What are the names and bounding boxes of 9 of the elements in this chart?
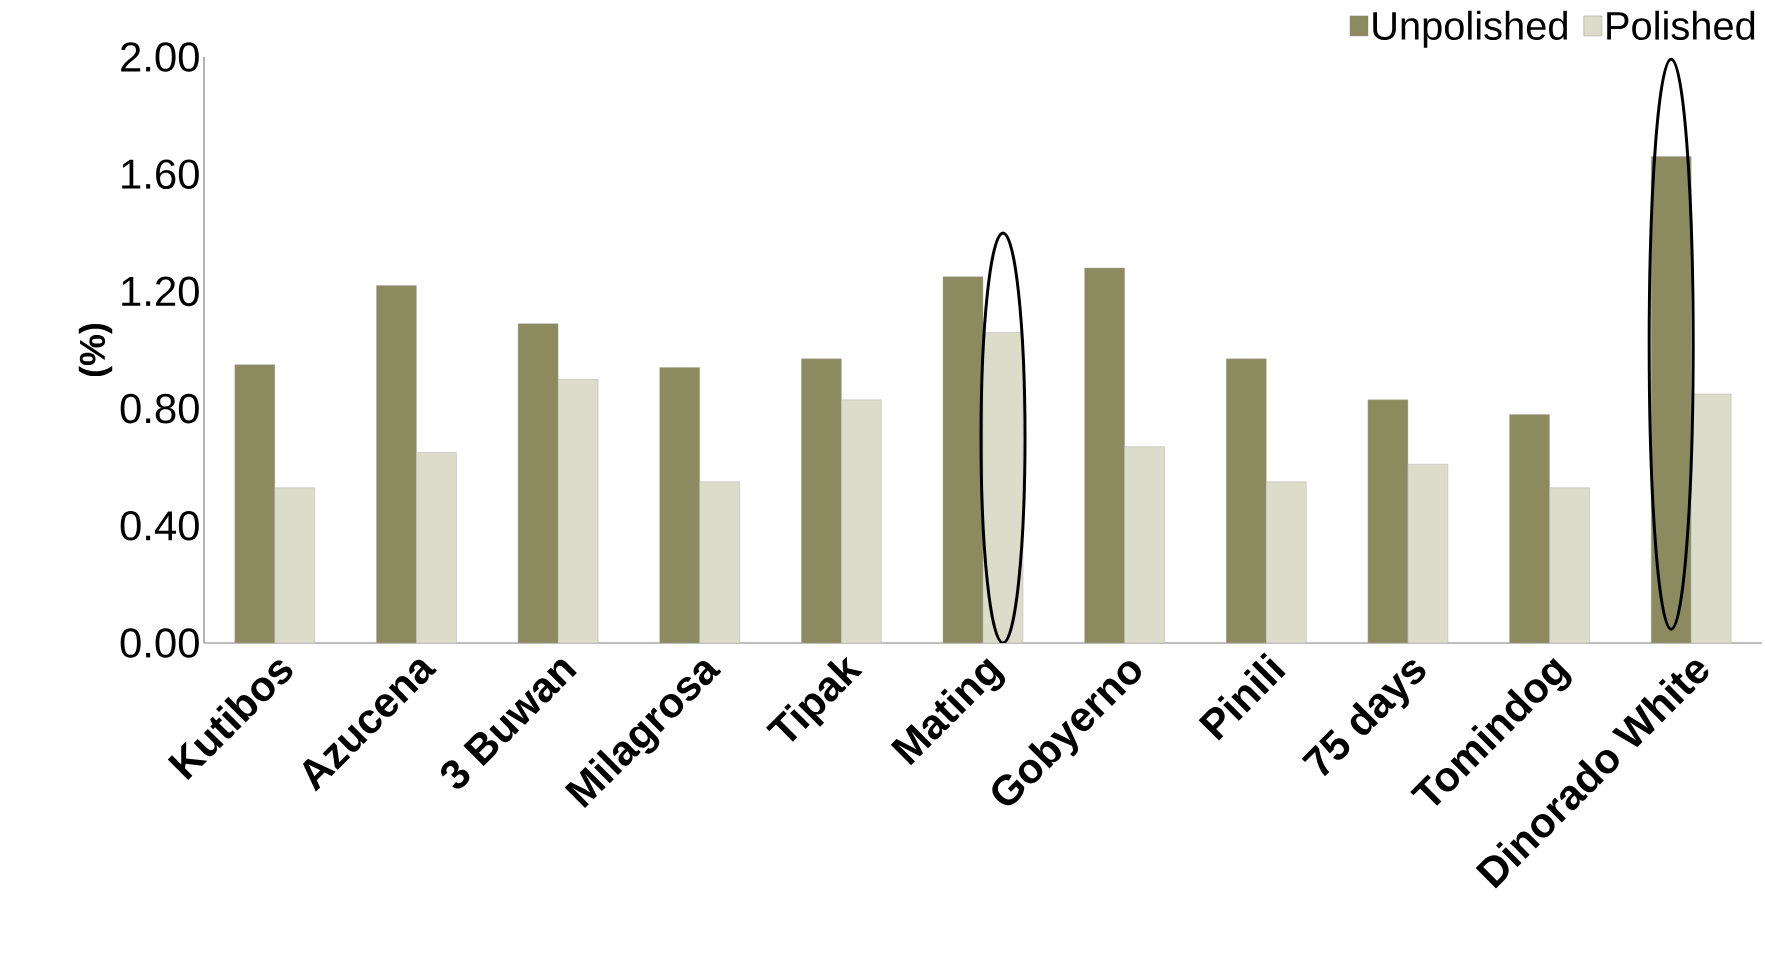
y-tick-label: 2.00 xyxy=(121,42,199,72)
y-tick-label: 1.60 xyxy=(122,159,199,190)
legend-label: Polished xyxy=(1607,10,1755,40)
y-axis-title: (%) xyxy=(78,323,113,377)
y-tick-label: 0.80 xyxy=(120,393,199,424)
y-tick-label: 0.40 xyxy=(120,510,199,541)
y-tick-label: 0.00 xyxy=(120,628,199,658)
legend-label: Unpolished xyxy=(1373,10,1567,48)
y-tick-label: 1.20 xyxy=(122,276,199,307)
